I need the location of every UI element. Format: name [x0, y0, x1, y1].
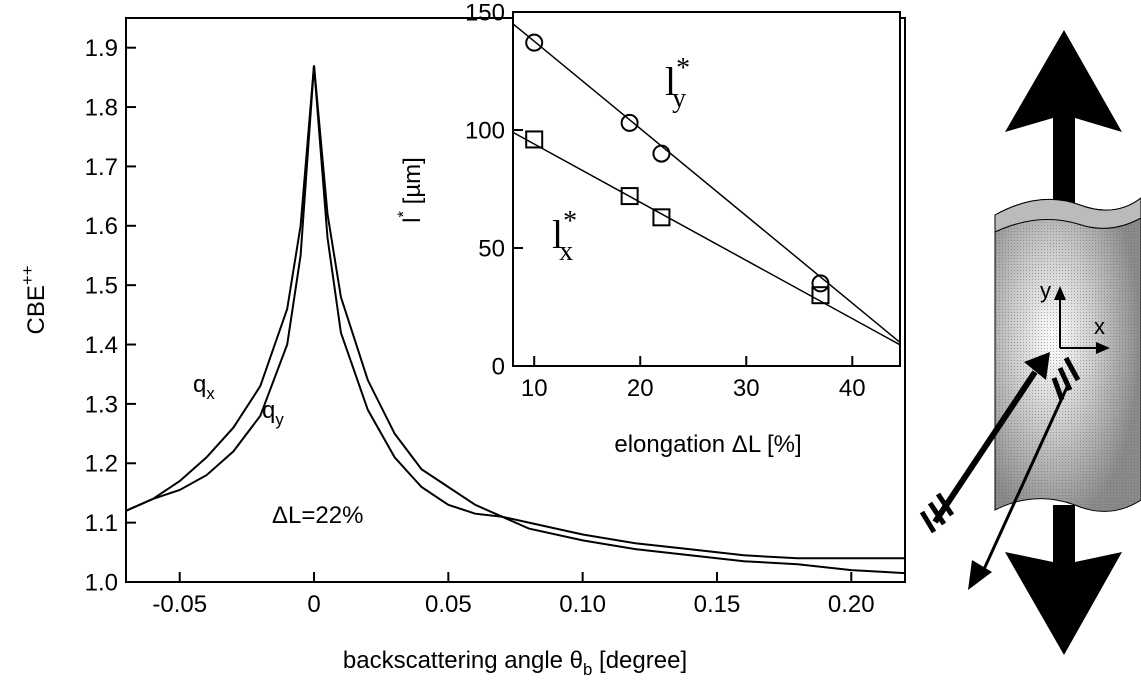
sample-texture: [995, 198, 1141, 512]
y-axis-label-part: CBE: [23, 285, 50, 334]
x-tick-label: 0: [307, 591, 320, 618]
x-axis-label-part: [degree]: [592, 647, 687, 674]
y-tick-label: 1.5: [85, 273, 118, 300]
data-line: [125, 65, 905, 560]
annotation: qy: [262, 397, 284, 429]
annotation-part: l: [665, 59, 676, 104]
annotation-part: x: [559, 236, 573, 267]
axis-arrow: [1096, 342, 1110, 354]
beam-head: [1024, 352, 1050, 380]
x-axis-label-part: elongation ΔL [%]: [614, 431, 801, 458]
x-axis-label: backscattering angle θb [degree]: [343, 647, 687, 679]
x-axis-label-part: b: [583, 660, 592, 679]
annotation-part: x: [206, 384, 215, 403]
annotation-part: ΔL=22%: [272, 502, 363, 529]
data-point: [525, 33, 544, 52]
axis-label: x: [1094, 314, 1105, 339]
pull-arrow-head: [1005, 30, 1122, 132]
x-tick-label: 0.05: [425, 591, 472, 618]
annotation-part: q: [193, 371, 206, 398]
y-tick-label: 1.0: [85, 569, 118, 596]
y-tick-label: 1.9: [85, 35, 118, 62]
y-tick-label: 0: [492, 353, 505, 380]
fit-line: [512, 23, 901, 343]
annotation-part: l: [552, 212, 563, 257]
y-axis-label-part: ++: [18, 266, 37, 286]
annotation-part: y: [672, 83, 686, 114]
axis-arrow: [1054, 286, 1066, 300]
x-tick-label: 10: [521, 375, 548, 402]
y-tick-label: 1.7: [85, 154, 118, 181]
pull-arrow-shaft: [1053, 110, 1075, 210]
annotation: l* x: [552, 206, 577, 267]
fit-line: [512, 131, 901, 346]
x-tick-label: 0.20: [828, 591, 875, 618]
x-tick-label: -0.05: [152, 591, 207, 618]
x-tick-label: 40: [839, 375, 866, 402]
data-line: [125, 65, 906, 575]
y-tick-label: 1.4: [85, 332, 118, 359]
y-tick-label: 150: [465, 0, 505, 26]
plot-frame: [512, 11, 901, 367]
y-tick-label: 1.2: [85, 451, 118, 478]
annotation-part: q: [262, 397, 275, 424]
pull-arrow-head: [1005, 552, 1122, 655]
incident-beam: [932, 370, 1038, 524]
axis-label: y: [1040, 278, 1051, 303]
data-point: [525, 130, 544, 149]
data-point: [811, 286, 830, 305]
data-point: [811, 274, 830, 293]
scattered-beam: [978, 384, 1070, 579]
data-point: [620, 187, 639, 206]
x-tick-label: 0.15: [694, 591, 741, 618]
y-tick-label: 50: [478, 235, 505, 262]
x-tick-label: 20: [627, 375, 654, 402]
annotation: l* y: [665, 53, 690, 114]
y-axis-label-part: *: [394, 211, 413, 218]
y-tick-label: 1.8: [85, 94, 118, 121]
x-axis-label: elongation ΔL [%]: [614, 431, 801, 458]
y-tick-label: 1.3: [85, 391, 118, 418]
y-tick-label: 1.1: [85, 510, 118, 537]
annotation-part: y: [275, 410, 284, 429]
diagram: y x: [919, 30, 1141, 655]
main-chart: -0.05 0 0.05 0.10 0.15 0.20 1.0 1.1 1.2 1.3 1.4 1.5…: [18, 17, 906, 679]
pull-arrow-shaft: [1053, 505, 1075, 565]
beam-feather: [919, 492, 955, 534]
annotation-part: *: [563, 206, 577, 237]
data-point: [652, 144, 671, 163]
y-axis-label: l* [µm]: [394, 157, 426, 223]
y-tick-label: 100: [465, 117, 505, 144]
y-tick-label: 1.6: [85, 213, 118, 240]
y-axis-label: CBE++: [18, 266, 50, 335]
annotation-part: *: [676, 53, 690, 84]
data-point: [620, 113, 639, 132]
x-axis-label-part: backscattering angle θ: [343, 647, 583, 674]
x-tick-label: 30: [733, 375, 760, 402]
plot-background: [513, 12, 900, 366]
y-axis-label-part: l: [399, 218, 426, 223]
data-point: [652, 208, 671, 227]
annotation: ΔL=22%: [272, 502, 363, 529]
x-tick-label: 0.10: [559, 591, 606, 618]
annotation: qx: [193, 371, 215, 403]
beam-feather: [1051, 356, 1081, 401]
beam-head: [968, 560, 992, 590]
y-axis-label-part: [µm]: [399, 157, 426, 211]
sample-top: [994, 197, 1141, 233]
